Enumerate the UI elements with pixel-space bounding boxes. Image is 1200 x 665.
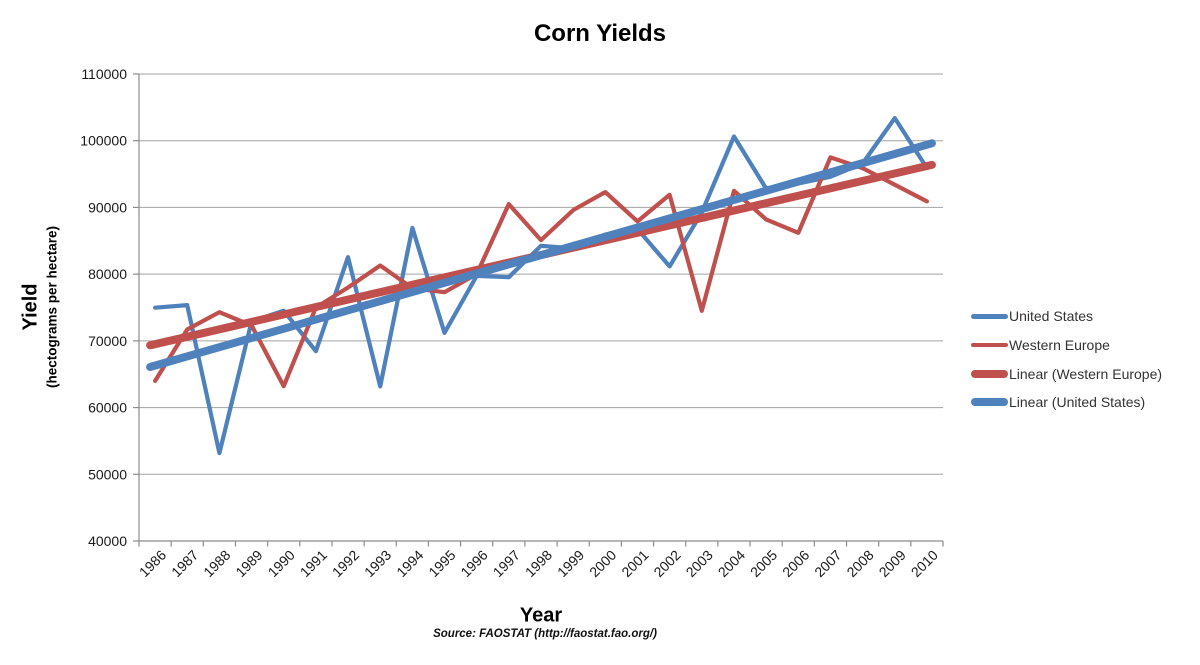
- svg-text:1997: 1997: [490, 547, 523, 580]
- series-linear-united-states: [146, 139, 936, 371]
- svg-text:1998: 1998: [522, 547, 555, 580]
- series-western-europe: [153, 155, 930, 389]
- svg-text:70000: 70000: [88, 333, 127, 349]
- svg-text:1994: 1994: [393, 547, 426, 580]
- svg-text:2000: 2000: [586, 547, 619, 580]
- svg-text:90000: 90000: [88, 199, 127, 215]
- svg-text:1986: 1986: [136, 547, 169, 580]
- united-states-line-swatch: [971, 314, 1008, 319]
- western-europe-line-swatch: [971, 342, 1008, 348]
- linear-united-states-swatch: [971, 398, 1008, 407]
- y-axis-labels: 40000 50000 60000 70000 80000 90000 100000 1100…: [80, 66, 127, 549]
- legend-item-united-states: United States: [971, 302, 1162, 331]
- svg-text:1995: 1995: [425, 547, 458, 580]
- x-axis-ticks: [138, 541, 944, 547]
- svg-text:110000: 110000: [81, 66, 127, 82]
- gridlines: [139, 73, 943, 542]
- legend-item-linear-united-states: Linear (United States): [971, 388, 1162, 417]
- svg-text:2010: 2010: [908, 547, 941, 580]
- source-note: Source: FAOSTAT (http://faostat.fao.org/…: [433, 628, 657, 640]
- svg-text:60000: 60000: [88, 400, 127, 416]
- svg-text:100000: 100000: [80, 133, 127, 149]
- svg-text:1988: 1988: [200, 547, 233, 580]
- svg-text:1999: 1999: [554, 547, 587, 580]
- svg-text:1989: 1989: [232, 547, 265, 580]
- svg-text:40000: 40000: [88, 533, 127, 549]
- svg-text:2003: 2003: [683, 547, 716, 580]
- svg-text:2005: 2005: [747, 547, 780, 580]
- svg-text:80000: 80000: [88, 266, 127, 282]
- legend-label: Western Europe: [1009, 337, 1110, 354]
- svg-text:2007: 2007: [811, 547, 844, 580]
- svg-text:2006: 2006: [779, 547, 812, 580]
- x-axis-labels: 1986198719881989199019911992199319941995…: [136, 547, 941, 580]
- svg-text:1996: 1996: [457, 547, 490, 580]
- svg-text:1993: 1993: [361, 547, 394, 580]
- series-united-states: [153, 115, 930, 456]
- x-axis-title: Year: [519, 604, 563, 627]
- legend-item-linear-western-europe: Linear (Western Europe): [971, 359, 1162, 388]
- svg-text:2004: 2004: [715, 547, 748, 580]
- svg-text:1990: 1990: [264, 547, 297, 580]
- legend-label: Linear (United States): [1009, 394, 1146, 411]
- axes: [138, 74, 943, 542]
- svg-text:2009: 2009: [876, 547, 909, 580]
- legend-label: Linear (Western Europe): [1009, 365, 1163, 382]
- legend-item-western-europe: Western Europe: [971, 331, 1162, 360]
- linear-western-europe-swatch: [971, 369, 1008, 378]
- legend: United States Western Europe Linear (Wes…: [971, 302, 1162, 417]
- svg-text:50000: 50000: [88, 466, 127, 482]
- legend-label: United States: [1009, 308, 1094, 325]
- svg-text:1987: 1987: [168, 547, 201, 580]
- svg-text:2008: 2008: [843, 547, 876, 580]
- svg-text:1991: 1991: [297, 547, 330, 580]
- y-axis-ticks: [133, 73, 139, 542]
- svg-text:2002: 2002: [650, 547, 683, 580]
- chart-title: Corn Yields: [533, 20, 667, 47]
- svg-text:1992: 1992: [329, 547, 362, 580]
- svg-text:2001: 2001: [618, 547, 651, 580]
